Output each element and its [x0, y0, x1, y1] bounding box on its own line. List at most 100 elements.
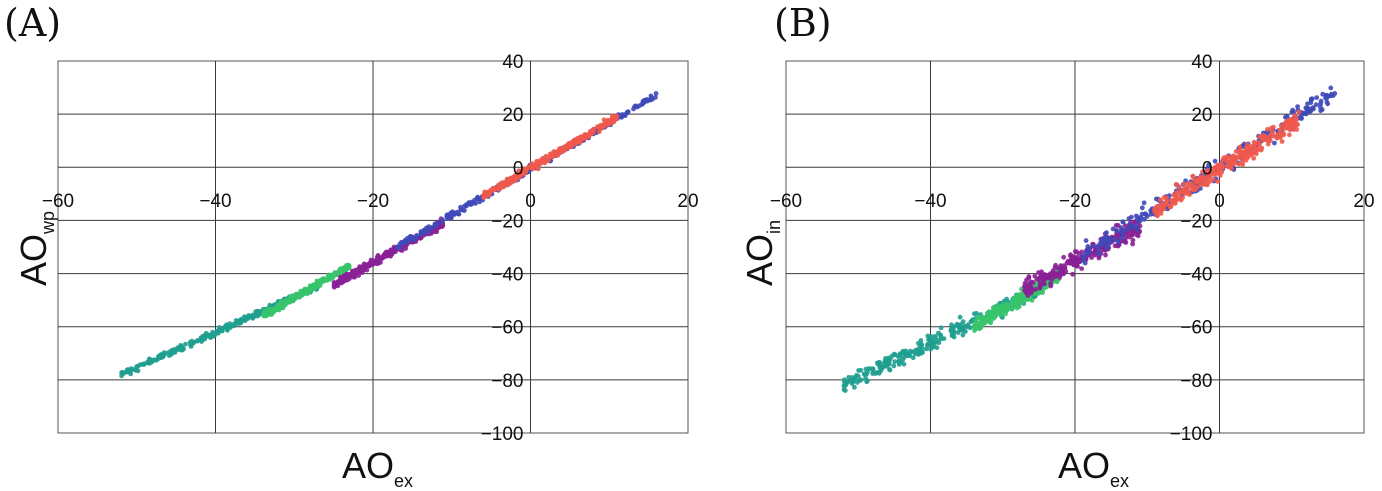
- panel-b-point-teal: [846, 374, 852, 380]
- panel-b-point-teal: [923, 346, 929, 352]
- panel-a-point-teal: [141, 361, 147, 367]
- panel-b-point-teal: [925, 333, 931, 339]
- panel-a-point-red: [579, 134, 584, 140]
- panel-b-y-tick-label: 40: [1191, 52, 1212, 73]
- panel-b-point-purple: [1079, 266, 1084, 271]
- panel-b-point-red: [1164, 195, 1169, 201]
- panel-b-point-teal: [903, 348, 908, 354]
- panel-b-point-purple: [1103, 252, 1108, 258]
- panel-b-point-purple: [1061, 254, 1067, 260]
- panel-a-point-purple: [366, 263, 372, 269]
- panel-b-point-red: [1278, 123, 1284, 128]
- panel-b-point-blue: [1309, 96, 1314, 102]
- panel-b-point-purple: [1033, 286, 1038, 292]
- panel-a-point-teal: [201, 335, 207, 340]
- panel-b-point-purple: [1071, 262, 1077, 268]
- panel-b-point-red: [1266, 137, 1271, 143]
- panel-b-point-red: [1269, 131, 1275, 136]
- panel-b-point-blue: [1318, 104, 1323, 110]
- panel-a-point-red: [488, 188, 493, 194]
- panel-b-point-red: [1286, 117, 1291, 123]
- panel-b-point-blue: [1090, 244, 1096, 249]
- panel-a-point-purple: [332, 280, 338, 286]
- panel-b-point-red: [1277, 127, 1283, 133]
- panel-b-point-red: [1229, 162, 1235, 168]
- panel-b-point-red: [1220, 163, 1226, 169]
- panel-a-series-red: [481, 113, 620, 201]
- panel-b-point-teal: [916, 352, 921, 357]
- panel-b-point-red: [1156, 204, 1161, 210]
- panel-b-point-blue: [1126, 226, 1132, 232]
- panel-b-point-purple: [1070, 271, 1075, 277]
- panel-b-point-blue: [1305, 101, 1310, 107]
- panel-b-point-green: [990, 313, 995, 319]
- panel-a-point-green: [332, 271, 338, 276]
- panel-b-point-red: [1279, 139, 1285, 144]
- panel-b-point-purple: [1044, 273, 1050, 279]
- panel-a-y-tick-label: −80: [491, 371, 523, 392]
- panel-b-point-blue: [1133, 213, 1139, 219]
- panel-b-label: (B): [774, 1, 832, 45]
- panel-b-point-red: [1152, 206, 1157, 212]
- panel-b-point-teal: [892, 359, 898, 365]
- panel-b-point-teal: [949, 331, 955, 337]
- panel-b-point-purple: [1026, 275, 1032, 281]
- panel-a-point-red: [542, 160, 548, 166]
- panel-b-point-teal: [963, 329, 968, 334]
- panel-b-point-teal: [852, 384, 857, 390]
- panel-b-point-green: [980, 314, 986, 320]
- panel-b-y-tick-label: 0: [1202, 158, 1213, 179]
- panel-a-point-red: [575, 135, 581, 141]
- panel-a-point-green: [276, 303, 282, 309]
- panel-a-point-blue: [421, 227, 427, 233]
- panel-b-point-red: [1274, 135, 1280, 141]
- panel-b-point-purple: [1027, 285, 1033, 291]
- panel-b-point-green: [998, 309, 1004, 315]
- panel-a-label: (A): [4, 1, 61, 45]
- panel-b-point-red: [1252, 141, 1258, 147]
- panel-a-point-blue: [475, 196, 481, 202]
- panel-b-point-red: [1157, 197, 1163, 203]
- panel-b-x-tick-label: 20: [1353, 191, 1374, 212]
- panel-b-point-blue: [1082, 260, 1088, 266]
- panel-a-x-axis-title: AOex: [342, 445, 413, 491]
- panel-a-y-axis-title-sub: wp: [38, 211, 58, 235]
- panel-b-point-red: [1181, 181, 1187, 187]
- panel-b-point-green: [975, 315, 981, 321]
- panel-b-point-teal: [960, 319, 966, 325]
- panel-b-point-red: [1243, 157, 1249, 163]
- panel-b-point-blue: [1295, 104, 1300, 109]
- panel-a-point-purple: [359, 270, 365, 275]
- panel-b-point-teal: [887, 367, 892, 372]
- panel-b-point-purple: [1049, 276, 1055, 282]
- panel-a-point-blue: [428, 225, 434, 231]
- panel-a-point-purple: [332, 283, 338, 289]
- panel-b-point-green: [1017, 294, 1023, 300]
- panel-b-point-purple: [1042, 281, 1047, 287]
- panel-a-point-blue: [633, 103, 638, 109]
- panel-b-point-red: [1171, 192, 1177, 198]
- panel-a-point-teal: [178, 344, 184, 349]
- panel-a-point-teal: [147, 360, 153, 366]
- panel-a-point-teal: [180, 347, 185, 353]
- panel-b-point-red: [1201, 178, 1207, 184]
- panel-a-point-teal: [238, 318, 244, 323]
- panel-b-x-axis-title-sub: ex: [1110, 471, 1129, 491]
- panel-b-point-teal: [856, 368, 861, 373]
- panel-b-point-teal: [907, 348, 913, 354]
- panel-a-y-tick-label: 20: [502, 105, 523, 126]
- panel-b-y-axis-title: AOin: [739, 220, 784, 286]
- panel-b-x-tick-label: 0: [1214, 191, 1225, 212]
- panel-a-point-red: [497, 184, 502, 190]
- panel-b-point-teal: [899, 359, 904, 365]
- panel-b-point-blue: [1328, 85, 1334, 91]
- panel-a-point-purple: [356, 273, 361, 278]
- panel-a-point-blue: [453, 210, 459, 216]
- panel-b-point-green: [1015, 303, 1021, 309]
- panel-a-point-purple: [387, 249, 393, 255]
- panel-a-point-blue: [418, 232, 424, 237]
- panel-a-point-purple: [344, 274, 350, 279]
- panel-b-point-purple: [1026, 282, 1031, 287]
- panel-b-y-axis-title-sub: in: [764, 220, 784, 234]
